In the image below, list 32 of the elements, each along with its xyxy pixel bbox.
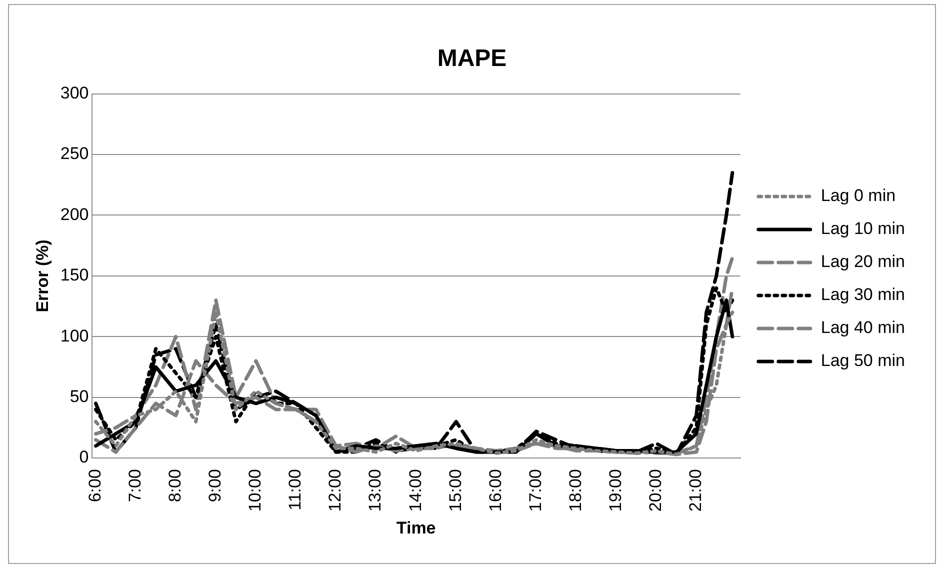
y-axis-title: Error (%) (32, 240, 52, 312)
x-axis-title: Time (396, 518, 436, 538)
y-tick-label: 250 (60, 144, 89, 164)
legend-label: Lag 30 min (820, 285, 906, 304)
y-tick-label: 100 (60, 326, 89, 346)
y-tick-label: 200 (60, 204, 89, 224)
x-tick-label: 17:00 (526, 469, 545, 512)
x-tick-label: 9:00 (206, 469, 225, 502)
chart-title: MAPE (437, 45, 507, 72)
x-tick-label: 10:00 (246, 469, 265, 512)
x-tick-label: 21:00 (686, 469, 706, 512)
legend-label: Lag 40 min (820, 318, 906, 338)
x-tick-label: 11:00 (286, 469, 305, 510)
legend-label: Lag 10 min (820, 219, 906, 238)
legend-label: Lag 0 min (820, 186, 896, 206)
x-tick-label: 7:00 (125, 469, 144, 502)
x-tick-label: 6:00 (85, 469, 104, 502)
x-tick-label: 16:00 (486, 469, 505, 512)
x-tick-label: 18:00 (566, 469, 585, 512)
x-tick-label: 13:00 (366, 469, 385, 512)
y-tick-label: 50 (70, 387, 89, 406)
y-tick-label: 0 (79, 448, 89, 467)
x-tick-label: 8:00 (166, 469, 185, 502)
x-tick-label: 20:00 (646, 469, 665, 512)
x-tick-label: 15:00 (446, 469, 465, 512)
y-tick-label: 150 (60, 266, 89, 285)
x-tick-label: 19:00 (606, 469, 625, 512)
legend-label: Lag 20 min (820, 252, 906, 272)
x-tick-label: 14:00 (406, 469, 425, 512)
y-tick-label: 300 (60, 83, 89, 102)
x-tick-label: 12:00 (326, 469, 345, 512)
legend-label: Lag 50 min (820, 351, 906, 370)
